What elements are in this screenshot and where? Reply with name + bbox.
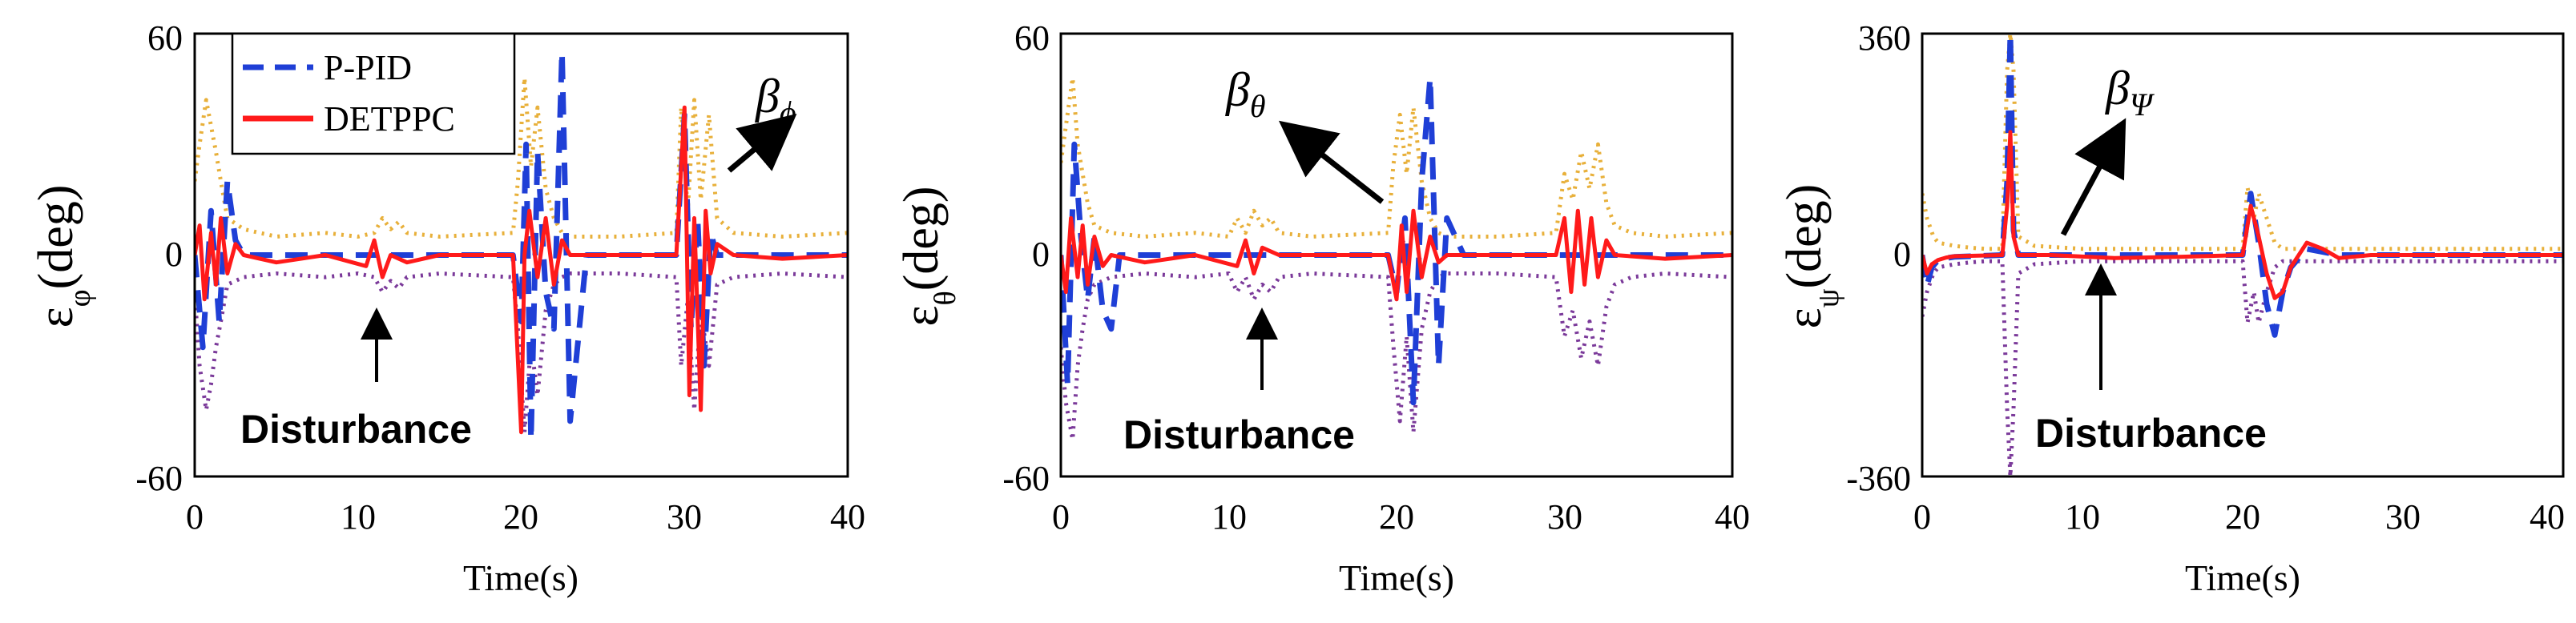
ytick-label: 360 [1858, 18, 1911, 58]
xtick-label: 10 [341, 497, 376, 537]
xtick-label: 0 [1052, 497, 1070, 537]
svg-text:εθ(deg): εθ(deg) [894, 186, 962, 326]
xtick-label: 20 [503, 497, 538, 537]
beta-symbol: β [1225, 63, 1250, 116]
legend-label-detppc: DETPPC [324, 99, 455, 139]
arrow-beta-phi [727, 113, 797, 173]
ytick-label: 0 [1032, 235, 1050, 274]
x-axis-label: Time(s) [1339, 557, 1454, 598]
series-detppc [1061, 208, 1732, 302]
ytick-label: -60 [1002, 459, 1050, 498]
xtick-label: 40 [2530, 497, 2565, 537]
plot-area-phi [195, 49, 848, 443]
axes-box-phi [193, 32, 849, 478]
chart-panel-phi: 60 0 -60 0 10 20 30 40 Time(s) εφ(deg) P… [29, 18, 865, 598]
ytick-label: 0 [1893, 235, 1911, 274]
beta-subscript: ϕ [780, 94, 796, 131]
y-axis-unit: (deg) [29, 185, 83, 290]
annotation-beta-theta: βθ [1225, 63, 1266, 124]
chart-panel-theta: 60 0 -60 0 10 20 30 40 Time(s) εθ(deg) β… [894, 18, 1750, 598]
xtick-label: 0 [186, 497, 204, 537]
xtick-label: 40 [1715, 497, 1750, 537]
y-axis-unit: (deg) [1777, 184, 1832, 289]
y-axis-label-theta: εθ(deg) [894, 186, 962, 326]
series-ppid [1922, 34, 2563, 338]
beta-subscript: Ψ [2130, 86, 2155, 123]
series-lower-bound [1061, 271, 1732, 442]
ytick-label: 60 [147, 18, 183, 58]
beta-subscript: θ [1250, 88, 1266, 124]
y-axis-subscript: ψ [1812, 288, 1845, 307]
x-axis-label: Time(s) [2185, 557, 2300, 598]
ytick-label: -60 [135, 459, 183, 498]
y-axis-subscript: φ [63, 289, 97, 307]
annotation-beta-phi: βϕ [755, 70, 796, 131]
series-upper-bound [1061, 75, 1732, 239]
y-axis-subscript: θ [929, 291, 962, 305]
x-axis-label: Time(s) [463, 557, 578, 598]
y-axis-unit: (deg) [894, 186, 949, 291]
y-axis-symbol: ε [894, 305, 949, 326]
y-axis-label-psi: εψ(deg) [1777, 184, 1845, 329]
ytick-label: -360 [1846, 459, 1911, 498]
annotation-disturbance-psi: Disturbance [2035, 411, 2267, 456]
xtick-label: 30 [2385, 497, 2421, 537]
series-detppc [195, 105, 848, 435]
xtick-label: 20 [2225, 497, 2260, 537]
xtick-label: 40 [830, 497, 865, 537]
series-ppid [1061, 74, 1732, 406]
y-axis-symbol: ε [1777, 307, 1832, 328]
series-upper-bound [1922, 34, 2563, 251]
beta-symbol: β [2105, 62, 2130, 115]
xtick-label: 10 [1211, 497, 1247, 537]
axes-box-psi [1921, 32, 2565, 478]
annotation-disturbance-phi: Disturbance [240, 407, 472, 452]
ytick-label: 0 [165, 235, 183, 274]
legend-box [231, 32, 516, 155]
svg-text:εψ(deg): εψ(deg) [1777, 184, 1845, 329]
axes-box-theta [1059, 32, 1734, 478]
chart-panel-psi: 360 0 -360 0 10 20 30 40 Time(s) εψ(deg)… [1777, 18, 2565, 598]
plot-area-theta [1061, 74, 1732, 442]
y-axis-symbol: ε [29, 307, 83, 328]
xtick-label: 30 [1547, 497, 1582, 537]
xtick-label: 10 [2065, 497, 2100, 537]
xtick-label: 30 [667, 497, 702, 537]
y-axis-label-phi: εφ(deg) [29, 185, 97, 328]
series-detppc [1922, 130, 2563, 300]
xtick-label: 0 [1913, 497, 1931, 537]
arrow-beta-psi [2060, 118, 2127, 236]
legend-label-ppid: P-PID [324, 48, 412, 87]
series-lower-bound [1922, 259, 2563, 476]
beta-symbol: β [755, 70, 780, 123]
annotation-disturbance-theta: Disturbance [1123, 412, 1355, 457]
ytick-label: 60 [1014, 18, 1050, 58]
plot-area-psi [1922, 34, 2563, 476]
svg-text:εφ(deg): εφ(deg) [29, 185, 97, 328]
xtick-label: 20 [1379, 497, 1414, 537]
arrow-beta-theta [1278, 120, 1385, 204]
annotation-beta-psi: βΨ [2105, 62, 2155, 123]
legend: P-PID DETPPC [231, 32, 516, 155]
